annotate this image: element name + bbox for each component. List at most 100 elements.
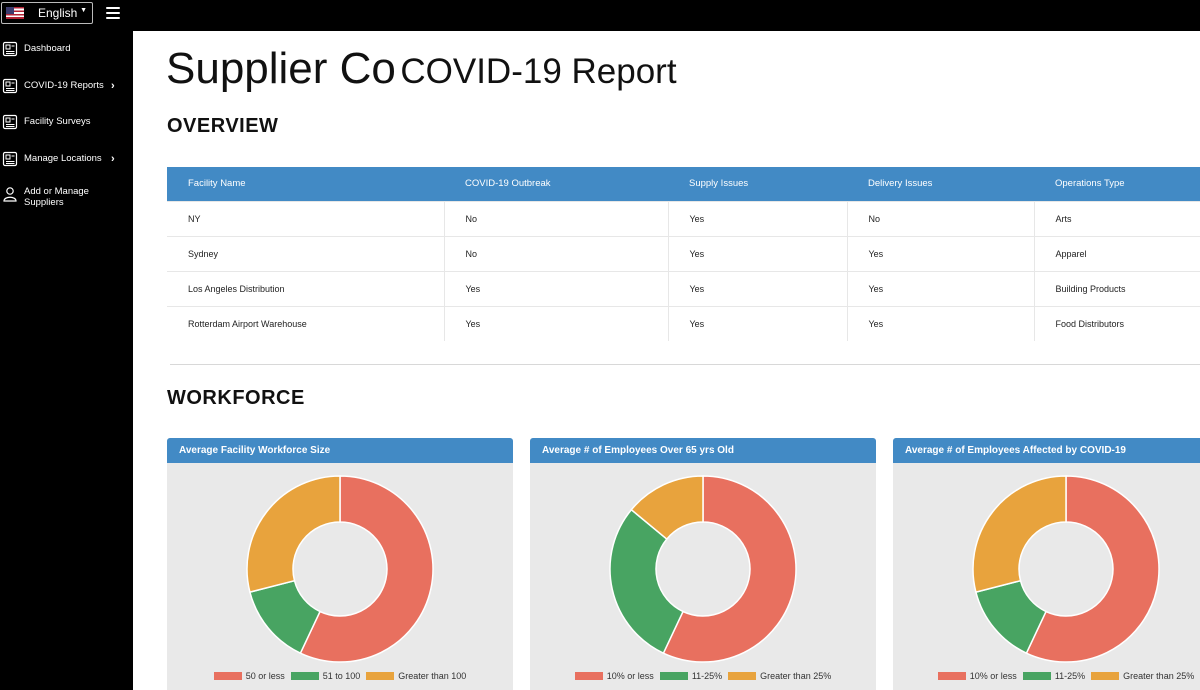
chart-title: Average # of Employees Over 65 yrs Old [530, 438, 876, 463]
table-cell: No [444, 200, 669, 236]
donut-slice-11-25-[interactable] [609, 508, 684, 655]
donut-chart [609, 475, 797, 663]
legend-item[interactable]: 11-25% [1022, 671, 1086, 681]
chevron-right-icon: › [111, 80, 115, 92]
sidebar-item-label: Dashboard [24, 43, 71, 54]
chart-legend: 10% or less 11-25% Greater than 25% [530, 671, 876, 681]
donut-slice-50-or-less[interactable] [299, 475, 434, 663]
chart-card-workforce-size: Average Facility Workforce Size 50 or le… [167, 438, 513, 690]
legend-label: 11-25% [691, 671, 723, 681]
table-cell: Rotterdam Airport Warehouse [167, 305, 445, 341]
donut-chart [972, 475, 1160, 663]
legend-swatch [290, 672, 319, 680]
sidebar-item-manage-locations[interactable]: Manage Locations › [0, 151, 133, 167]
overview-table: Facility Name COVID-19 Outbreak Supply I… [167, 167, 1200, 341]
chart-title: Average # of Employees Affected by COVID… [893, 438, 1200, 463]
table-cell: Yes [668, 305, 848, 341]
legend-swatch [659, 672, 688, 680]
legend-label: 11-25% [1054, 671, 1086, 681]
table-cell: No [847, 200, 1035, 236]
donut-slice-greater-than-100[interactable] [246, 475, 341, 594]
chevron-right-icon: › [111, 153, 115, 165]
language-select[interactable]: English ▼ [1, 2, 93, 24]
survey-icon [2, 114, 18, 130]
table-cell: Yes [847, 270, 1035, 306]
column-header[interactable]: Operations Type [1055, 178, 1125, 190]
top-bar: English ▼ [0, 0, 1200, 31]
column-header[interactable]: Facility Name [188, 178, 246, 190]
sidebar-item-manage-suppliers[interactable]: Add or Manage Suppliers [0, 184, 133, 208]
legend-item[interactable]: 11-25% [659, 671, 723, 681]
chart-card-employees-affected: Average # of Employees Affected by COVID… [893, 438, 1200, 690]
chart-title: Average Facility Workforce Size [167, 438, 513, 463]
legend-item[interactable]: Greater than 25% [728, 671, 831, 681]
table-cell: Yes [668, 200, 848, 236]
table-row: NY No Yes No Arts [167, 200, 1200, 236]
sidebar: Dashboard COVID-19 Reports › Facility Su… [0, 31, 133, 690]
donut-slice-10-or-less[interactable] [1025, 475, 1160, 663]
sidebar-item-facility-surveys[interactable]: Facility Surveys [0, 114, 133, 130]
legend-swatch [728, 672, 757, 680]
language-label: English [38, 6, 78, 20]
table-cell: Los Angeles Distribution [167, 270, 445, 306]
table-cell: Building Products [1034, 270, 1200, 306]
table-row: Sydney No Yes Yes Apparel [167, 235, 1200, 271]
section-divider [170, 364, 1200, 365]
table-row: Rotterdam Airport Warehouse Yes Yes Yes … [167, 305, 1200, 341]
legend-item[interactable]: 10% or less [574, 671, 654, 681]
us-flag-icon [6, 7, 24, 19]
column-header[interactable]: Delivery Issues [868, 178, 933, 190]
table-cell: Yes [668, 270, 848, 306]
table-cell: Yes [847, 305, 1035, 341]
legend-label: Greater than 25% [1123, 671, 1195, 681]
page-title-report: COVID-19 Report [400, 52, 677, 91]
column-header[interactable]: COVID-19 Outbreak [465, 178, 551, 190]
table-cell: NY [167, 200, 445, 236]
donut-slice-greater-than-25-[interactable] [630, 475, 704, 541]
legend-swatch [937, 672, 966, 680]
legend-label: Greater than 100 [398, 671, 467, 681]
legend-label: 10% or less [969, 671, 1017, 681]
hamburger-menu-icon[interactable] [106, 7, 120, 19]
table-cell: Sydney [167, 235, 445, 271]
legend-item[interactable]: Greater than 100 [366, 671, 466, 681]
legend-swatch [574, 672, 603, 680]
column-header[interactable]: Supply Issues [689, 178, 749, 190]
sidebar-item-covid-reports[interactable]: COVID-19 Reports › [0, 78, 133, 94]
table-cell: Yes [444, 270, 669, 306]
table-cell: Food Distributors [1034, 305, 1200, 341]
table-cell: Yes [444, 305, 669, 341]
donut-chart [246, 475, 434, 663]
workforce-heading: WORKFORCE [167, 387, 305, 409]
page-title-company: Supplier Co [166, 44, 396, 93]
legend-swatch [213, 672, 242, 680]
sidebar-item-label: COVID-19 Reports [24, 80, 104, 91]
sidebar-item-dashboard[interactable]: Dashboard [0, 41, 133, 57]
donut-slice-10-or-less[interactable] [662, 475, 797, 663]
legend-label: 50 or less [245, 671, 285, 681]
chart-card-employees-over-65: Average # of Employees Over 65 yrs Old 1… [530, 438, 876, 690]
legend-item[interactable]: 50 or less [213, 671, 285, 681]
legend-swatch [1022, 672, 1051, 680]
table-cell: Yes [668, 235, 848, 271]
sidebar-item-label: Manage Locations [24, 153, 102, 164]
legend-label: Greater than 25% [760, 671, 832, 681]
user-icon [3, 187, 17, 202]
table-cell: Yes [847, 235, 1035, 271]
legend-item[interactable]: 10% or less [937, 671, 1017, 681]
legend-item[interactable]: 51 to 100 [290, 671, 360, 681]
table-cell: Arts [1034, 200, 1200, 236]
legend-swatch [1091, 672, 1120, 680]
report-icon [2, 78, 18, 94]
sidebar-item-label: Add or Manage Suppliers [24, 186, 89, 208]
legend-label: 10% or less [606, 671, 654, 681]
sidebar-item-label: Facility Surveys [24, 116, 91, 127]
dashboard-icon [2, 41, 18, 57]
chart-legend: 50 or less 51 to 100 Greater than 100 [167, 671, 513, 681]
legend-item[interactable]: Greater than 25% [1091, 671, 1194, 681]
table-row: Los Angeles Distribution Yes Yes Yes Bui… [167, 270, 1200, 306]
donut-slice-greater-than-25-[interactable] [972, 475, 1067, 594]
legend-swatch [366, 672, 395, 680]
table-cell: No [444, 235, 669, 271]
page-title: Supplier Co COVID-19 Report [166, 44, 677, 94]
